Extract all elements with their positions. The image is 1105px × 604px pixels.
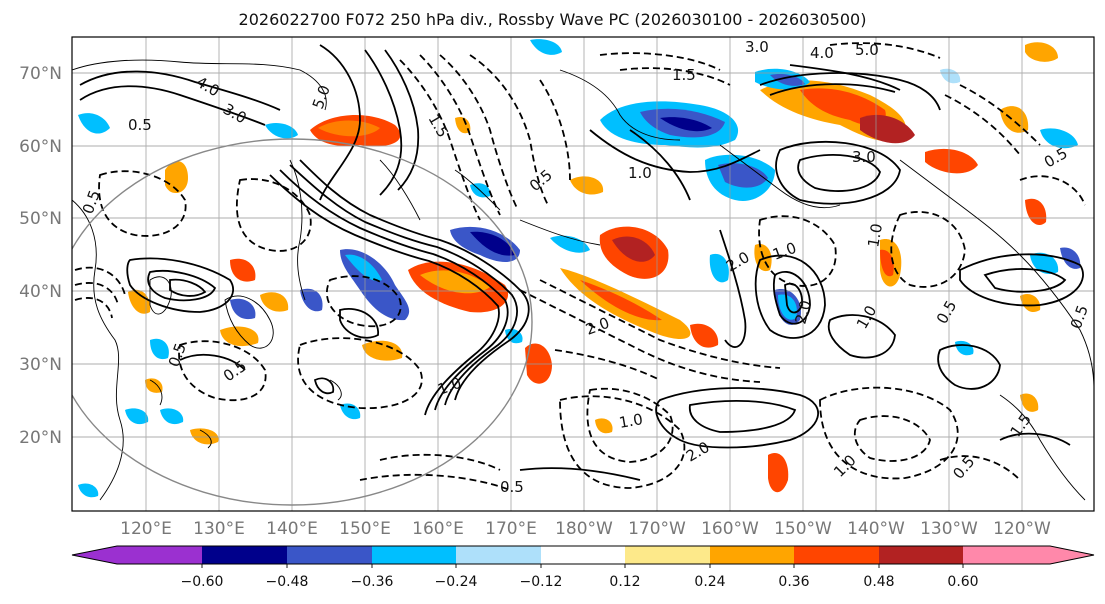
contour-label: 2.0: [791, 298, 815, 326]
colorbar-ticks: [201, 564, 964, 568]
colorbar-tick-label: −0.36: [351, 574, 394, 590]
lat-label: 30°N: [19, 355, 62, 375]
lon-label: 130°W: [920, 519, 978, 539]
negative-contours: [74, 42, 1086, 491]
colorbar-segment: [456, 546, 541, 564]
lat-label: 60°N: [19, 137, 62, 157]
colorbar-segment: [287, 546, 372, 564]
lon-label: 140°W: [847, 519, 905, 539]
colorbar-tick-label: 0.24: [694, 574, 725, 590]
colorbar-segment: [372, 546, 456, 564]
lon-label: 120°E: [120, 519, 172, 539]
colorbar-tick-label: −0.60: [181, 574, 224, 590]
contour-label: 5.0: [855, 41, 879, 59]
lat-label: 70°N: [19, 64, 62, 84]
lon-label: 140°E: [266, 519, 318, 539]
lon-label: 120°W: [993, 519, 1051, 539]
contour-label: 3.0: [745, 38, 769, 56]
map-border: [71, 36, 1095, 512]
colorbar-segment: [72, 546, 202, 564]
colorbar-tick-label: 0.12: [609, 574, 640, 590]
contour-label: 4.0: [810, 44, 834, 62]
colorbar-segment: [794, 546, 879, 564]
contour-label: 0.5: [128, 116, 152, 134]
colorbar-tick-label: −0.12: [520, 574, 563, 590]
lat-label: 40°N: [19, 282, 62, 302]
colorbar-tick-label: 0.60: [947, 574, 978, 590]
contour-label: 0.5: [500, 478, 524, 496]
reference-circle: [72, 138, 533, 506]
positive-divergence-shading: [128, 42, 1058, 493]
colorbar-segment: [879, 546, 963, 564]
contour-label: 1.0: [628, 164, 652, 182]
lat-label: 50°N: [19, 209, 62, 229]
lon-label: 160°W: [701, 519, 759, 539]
lon-label: 170°E: [485, 519, 537, 539]
colorbar-segment: [541, 546, 625, 564]
colorbar-outline: [71, 545, 1095, 565]
positive-contours: [79, 44, 1084, 481]
colorbar-tick-label: 0.36: [778, 574, 809, 590]
lon-label: 180°W: [555, 519, 613, 539]
map-title: 2026022700 F072 250 hPa div., Rossby Wav…: [238, 10, 867, 29]
lon-label: 160°E: [412, 519, 464, 539]
colorbar-tick-label: −0.24: [435, 574, 478, 590]
colorbar-segment: [202, 546, 287, 564]
lon-label: 150°W: [774, 519, 832, 539]
colorbar-segment: [710, 546, 794, 564]
coastlines: [72, 59, 1094, 501]
latitude-labels: 70°N 60°N 50°N 40°N 30°N 20°N: [19, 64, 62, 448]
contour-label: 1.0: [864, 222, 886, 249]
colorbar-tick-label: −0.48: [266, 574, 309, 590]
longitude-labels: 120°E 130°E 140°E 150°E 160°E 170°E 180°…: [120, 519, 1051, 539]
contour-label: 1.5: [672, 66, 696, 84]
colorbar: −0.60 −0.48 −0.36 −0.24 −0.12 0.12 0.24 …: [71, 545, 1095, 590]
colorbar-segment: [963, 546, 1094, 564]
lon-label: 130°E: [193, 519, 245, 539]
lon-label: 150°E: [339, 519, 391, 539]
colorbar-tick-label: 0.48: [863, 574, 894, 590]
lat-label: 20°N: [19, 428, 62, 448]
colorbar-segment: [625, 546, 710, 564]
contour-label: 1.0: [618, 410, 645, 432]
negative-divergence-shading: [78, 39, 1081, 498]
contour-label: 3.0: [852, 148, 876, 166]
lon-label: 170°W: [628, 519, 686, 539]
